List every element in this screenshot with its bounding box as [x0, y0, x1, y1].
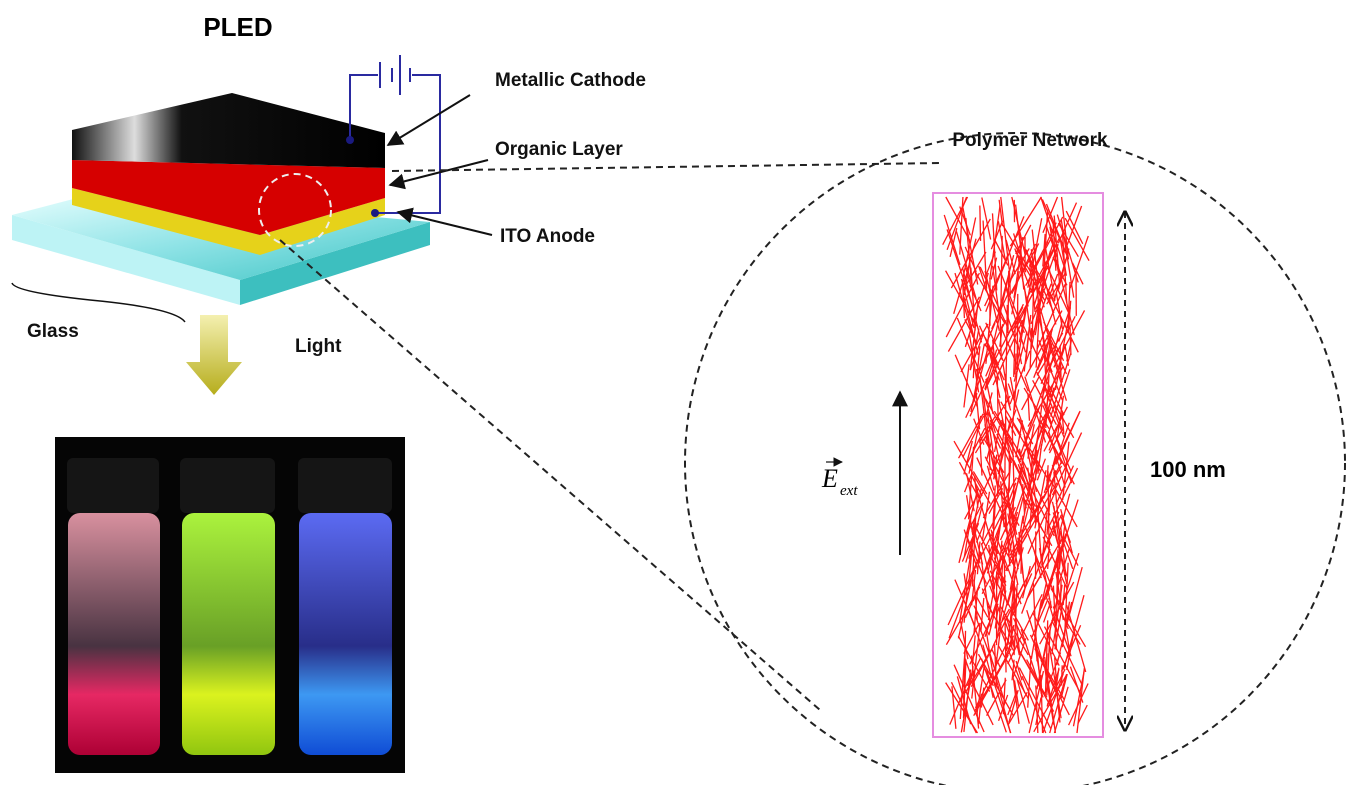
fiber [1017, 294, 1018, 372]
field-symbol: E [821, 464, 838, 493]
contact [371, 209, 379, 217]
wire [377, 75, 440, 213]
fiber [1060, 346, 1061, 378]
label: Metallic Cathode [495, 70, 646, 91]
label: Glass [27, 321, 79, 342]
label: Light [295, 336, 342, 357]
vials [67, 458, 392, 755]
fibers [943, 197, 1089, 733]
fiber [981, 598, 984, 632]
fiber [1008, 271, 1009, 334]
page: PLED Metallic Cathode Organic Layer ITO … [0, 0, 1346, 785]
network-title: Polymer Network [952, 130, 1108, 151]
fiber [997, 376, 998, 420]
fiber [1008, 692, 1027, 724]
pointer [388, 95, 470, 145]
fiber [1070, 327, 1071, 355]
fiber [973, 347, 975, 378]
field-subscript: ext [840, 483, 858, 499]
figure: PLED Metallic Cathode Organic Layer ITO … [0, 0, 1346, 785]
fiber [1010, 273, 1011, 296]
fiber [1044, 601, 1051, 622]
label: ITO Anode [500, 226, 595, 247]
fiber [954, 441, 990, 504]
fiber [969, 416, 981, 474]
label: Organic Layer [495, 139, 623, 160]
fiber [1015, 353, 1016, 374]
fiber [966, 428, 984, 465]
cathode-layer [72, 93, 385, 168]
scale-label: 100 nm [1150, 457, 1226, 482]
fiber [973, 635, 975, 661]
fiber [1006, 305, 1007, 385]
brace [12, 283, 185, 322]
contact [346, 136, 354, 144]
light-arrow [186, 315, 242, 395]
fiber [986, 379, 993, 414]
battery [380, 55, 410, 95]
title: PLED [203, 12, 272, 42]
